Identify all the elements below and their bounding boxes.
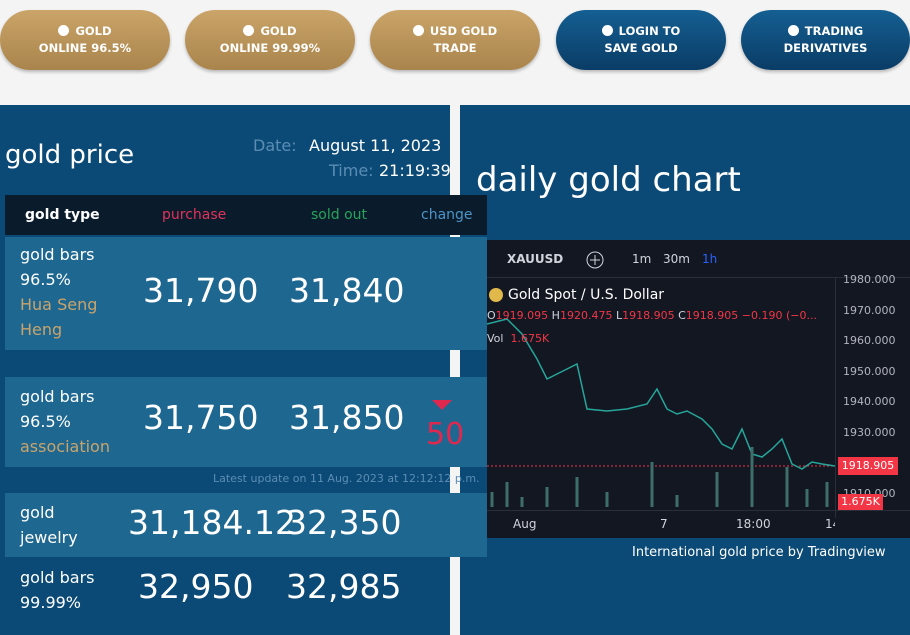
- sold-out: 31,840: [289, 271, 405, 310]
- price-label: 1930.000: [843, 426, 896, 439]
- volume: Vol 1.675K: [487, 332, 549, 345]
- sold-out: 31,850: [289, 398, 405, 437]
- nav-text: LOGIN TO: [618, 24, 681, 38]
- purchase: 31,184.12: [128, 503, 296, 542]
- table-row: gold bars 96.5% association 31,750 31,850 …: [5, 377, 487, 467]
- price-plot: [487, 318, 835, 507]
- nav-button[interactable]: GOLD ONLINE 99.99%: [185, 10, 355, 70]
- chart-title: daily gold chart: [476, 160, 741, 200]
- nav-text: SAVE GOLD: [604, 41, 678, 55]
- update-note: Latest update on 11 Aug. 2023 at 12:12:1…: [213, 472, 480, 485]
- last-price: 1918.905: [838, 457, 898, 475]
- time-label: 7: [660, 517, 668, 531]
- instrument-icon: [489, 288, 503, 302]
- nav-button[interactable]: GOLD ONLINE 96.5%: [0, 10, 170, 70]
- ohlc-value: 1918.905: [622, 309, 675, 322]
- ohlc: O1919.095 H1920.475 L1918.905 C1918.905 …: [487, 309, 817, 322]
- add-icon[interactable]: [585, 250, 605, 270]
- sold-out: 32,350: [286, 503, 402, 542]
- price-label: 1950.000: [843, 364, 896, 378]
- price-label: 1940.000: [843, 395, 896, 409]
- purchase: 31,750: [143, 398, 259, 437]
- time: 21:19:39: [379, 161, 451, 180]
- table-row: gold bars 99.99% 32,950 32,985: [5, 560, 487, 620]
- text: gold bars: [20, 245, 95, 264]
- header: gold type: [25, 207, 100, 223]
- ohlc-change: −0.190 (−0...: [741, 309, 817, 322]
- interval[interactable]: 1m: [632, 252, 652, 266]
- text: jewelry: [20, 528, 78, 547]
- text: gold bars: [20, 387, 95, 406]
- ohlc-value: 1918.905: [685, 309, 739, 322]
- interval[interactable]: 1h: [702, 252, 718, 266]
- toolbar: [487, 240, 910, 278]
- price-label: 1970.000: [843, 303, 896, 317]
- chart-widget: XAUUSD 1m 30m 1h Gold Spot / U.S. Dollar…: [487, 240, 910, 538]
- header: change: [421, 207, 473, 223]
- source: Heng: [20, 320, 63, 339]
- time-label: Time:: [329, 161, 374, 180]
- interval[interactable]: 30m: [663, 252, 690, 266]
- nav-text: GOLD: [75, 24, 112, 38]
- time-label: 18:00: [736, 517, 771, 531]
- volume-label: Vol: [487, 332, 504, 345]
- symbol: XAUUSD: [507, 252, 564, 266]
- price-label: 1980.000: [843, 273, 896, 286]
- text: gold: [20, 503, 55, 522]
- down-arrow: [432, 400, 452, 410]
- time-label: 14: [825, 517, 835, 531]
- purchase: 31,790: [143, 271, 259, 310]
- gold-type: gold bars 96.5% association: [20, 384, 110, 459]
- text: 96.5%: [20, 412, 71, 431]
- text: 96.5%: [20, 270, 71, 289]
- text: gold bars: [20, 568, 95, 587]
- nav-text: DERIVATIVES: [783, 41, 868, 55]
- table-header: gold type purchase sold out change: [5, 195, 487, 235]
- time-label: Aug: [513, 517, 537, 531]
- instrument: Gold Spot / U.S. Dollar: [508, 287, 665, 303]
- nav-text: GOLD: [260, 24, 297, 38]
- nav-text: ONLINE 99.99%: [219, 41, 321, 55]
- nav-button[interactable]: TRADING DERIVATIVES: [741, 10, 910, 70]
- table-row: gold jewelry 31,184.12 32,350: [5, 493, 487, 557]
- time-axis: [487, 510, 910, 538]
- gold-type: gold jewelry: [20, 500, 78, 550]
- nav-text: TRADE: [433, 41, 477, 55]
- source: association: [20, 437, 110, 456]
- ohlc-value: 1919.095: [495, 309, 549, 322]
- purchase: 32,950: [138, 567, 254, 606]
- sold-out: 32,985: [286, 567, 402, 606]
- volume-value: 1.675K: [510, 332, 550, 345]
- text: 99.99%: [20, 593, 82, 612]
- price-axis: [835, 278, 910, 518]
- nav-text: ONLINE 96.5%: [38, 41, 132, 55]
- nav-text: USD GOLD: [429, 24, 498, 38]
- ohlc-label: C: [678, 309, 686, 322]
- source: Hua Seng: [20, 295, 98, 314]
- ohlc-label: O: [487, 309, 496, 322]
- gold-type: gold bars 99.99%: [20, 565, 95, 615]
- header: sold out: [311, 207, 368, 223]
- nav-button[interactable]: LOGIN TO SAVE GOLD: [556, 10, 726, 70]
- ohlc-label: H: [551, 309, 560, 322]
- ohlc-value: 1920.475: [559, 309, 613, 322]
- ohlc-label: L: [615, 309, 623, 322]
- nav-text: TRADING: [804, 24, 864, 38]
- table-row: gold bars 96.5% Hua Seng Heng 31,790 31,840: [5, 237, 487, 350]
- nav-button[interactable]: USD GOLD TRADE: [370, 10, 540, 70]
- change: 50: [426, 417, 465, 452]
- header: purchase: [162, 207, 227, 223]
- section-title: gold price: [5, 140, 135, 170]
- gold-type: gold bars 96.5% Hua Seng Heng: [20, 242, 97, 342]
- price-label: 1960.000: [843, 334, 896, 348]
- caption: International gold price by Tradingview: [632, 545, 886, 560]
- volume-tag: 1.675K: [838, 494, 883, 510]
- date-label: Date:: [253, 136, 297, 155]
- date: August 11, 2023: [309, 136, 442, 155]
